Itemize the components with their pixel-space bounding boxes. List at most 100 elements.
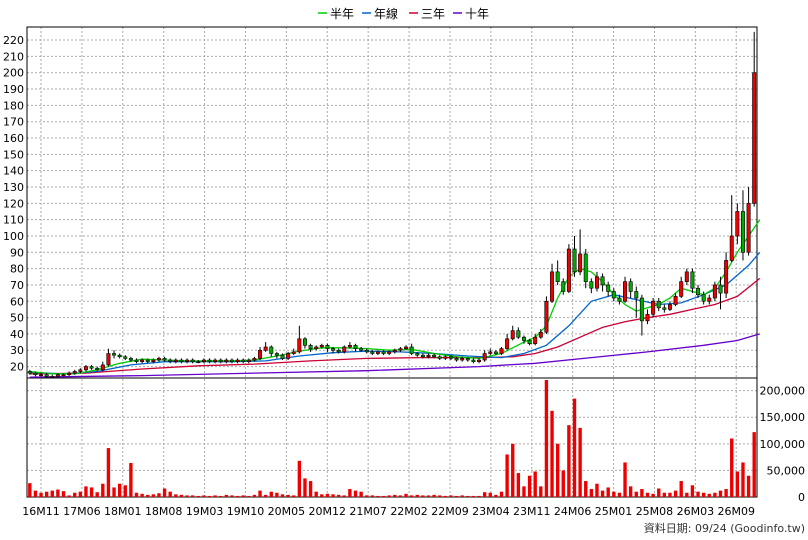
candle-body — [325, 345, 330, 349]
price-tick-label: 180 — [3, 99, 24, 112]
candle-body — [437, 356, 442, 359]
volume-bar — [393, 494, 397, 497]
volume-bar — [151, 494, 156, 497]
candle-body — [398, 348, 403, 351]
candle-body — [252, 358, 257, 361]
candle-body — [724, 260, 729, 294]
volume-bar — [129, 462, 133, 497]
candle-body — [95, 367, 100, 371]
volume-bar — [219, 495, 223, 497]
candle-body — [426, 354, 431, 358]
volume-bar — [117, 483, 122, 497]
volume-bar — [39, 492, 43, 497]
volume-bar — [241, 495, 245, 497]
volume-bar — [544, 380, 549, 497]
candle-body — [207, 359, 212, 362]
time-tick-label: 19M03 — [186, 505, 224, 518]
price-tick-label: 50 — [10, 312, 24, 325]
candle-body — [336, 349, 341, 353]
volume-bar — [146, 494, 150, 497]
candle-body — [572, 248, 577, 273]
candle-body — [112, 353, 117, 356]
candle-body — [448, 356, 453, 359]
time-tick-label: 20M12 — [309, 505, 347, 518]
candle-body — [100, 364, 105, 371]
ten-year-line — [29, 333, 760, 378]
volume-bar — [213, 495, 217, 497]
grid — [27, 27, 757, 497]
candle-body — [353, 345, 358, 349]
volume-bar — [567, 425, 571, 497]
legend-label-three-year: 三年 — [421, 7, 445, 21]
volume-bar — [134, 492, 139, 497]
volume-bar — [645, 492, 650, 497]
candle-body — [752, 72, 757, 204]
candle-body — [224, 359, 229, 362]
time-tick-label: 23M11 — [513, 505, 551, 518]
candle-body — [128, 358, 133, 361]
candle-body — [280, 354, 285, 359]
price-tick-label: 210 — [3, 50, 24, 63]
time-tick-label: 25M08 — [636, 505, 674, 518]
volume-bar — [73, 492, 77, 497]
candle-body — [123, 356, 128, 359]
candle-body — [342, 346, 347, 353]
volume-bar — [342, 495, 346, 497]
legend: 半年 年線 三年 十年 — [318, 6, 489, 21]
volume-bar — [628, 486, 633, 497]
volume-bar — [280, 494, 285, 497]
volume-bar — [101, 483, 105, 497]
volume-bar — [359, 491, 363, 497]
volume-bar — [617, 492, 622, 497]
candle-body — [611, 291, 616, 299]
volume-bar — [140, 493, 144, 497]
price-axis: 20 30 40 50 60 70 80 90 100 110 120 130 140 150 160 170… — [3, 34, 24, 374]
candle-body — [168, 359, 173, 362]
volume-bar — [421, 495, 425, 497]
candle-body — [33, 372, 38, 376]
volume-bar — [488, 492, 492, 497]
candle-body — [229, 359, 234, 362]
candle-body — [291, 351, 296, 354]
candle-body — [617, 297, 622, 302]
candle-body — [477, 359, 482, 362]
volume-bar — [505, 454, 509, 497]
volume-bar — [460, 495, 464, 497]
candle-body — [623, 281, 628, 302]
volume-bar — [499, 491, 504, 497]
time-tick-label: 21M07 — [349, 505, 387, 518]
volume-bar — [415, 494, 419, 497]
candle-body — [246, 359, 251, 362]
volume-bar — [247, 495, 251, 497]
candle-body — [78, 369, 83, 372]
volume-bar — [623, 462, 627, 497]
candle-body — [460, 358, 465, 361]
candle-body — [145, 359, 150, 362]
candle-body — [746, 203, 751, 253]
volume-bar — [286, 494, 290, 497]
candle-body — [241, 359, 246, 362]
volume-bar — [190, 495, 195, 497]
volume-bar — [752, 432, 756, 497]
volume-bar — [44, 491, 49, 497]
time-axis: 16M11 17M06 18M01 18M08 19M03 19M10 20M05 20M12… — [22, 505, 755, 518]
volume-bar — [516, 473, 521, 497]
candle-body — [179, 359, 184, 362]
three-year-line — [29, 277, 761, 375]
price-tick-label: 70 — [10, 279, 24, 292]
volume-bar — [61, 491, 66, 497]
volume-bar — [511, 443, 515, 497]
volume-bar — [561, 470, 565, 497]
volume-bar — [398, 495, 403, 497]
time-tick-label: 25M01 — [595, 505, 633, 518]
volume-tick-label: 100,000 — [760, 438, 806, 451]
candle-body — [117, 354, 122, 358]
volume-bar — [370, 495, 375, 497]
time-tick-label: 22M02 — [390, 505, 428, 518]
candle-body — [415, 353, 420, 356]
moving-averages — [29, 219, 761, 378]
volume-bar — [185, 495, 189, 497]
volume-bar — [426, 495, 431, 497]
volume-bar — [673, 490, 678, 497]
time-tick-label: 17M06 — [63, 505, 101, 518]
